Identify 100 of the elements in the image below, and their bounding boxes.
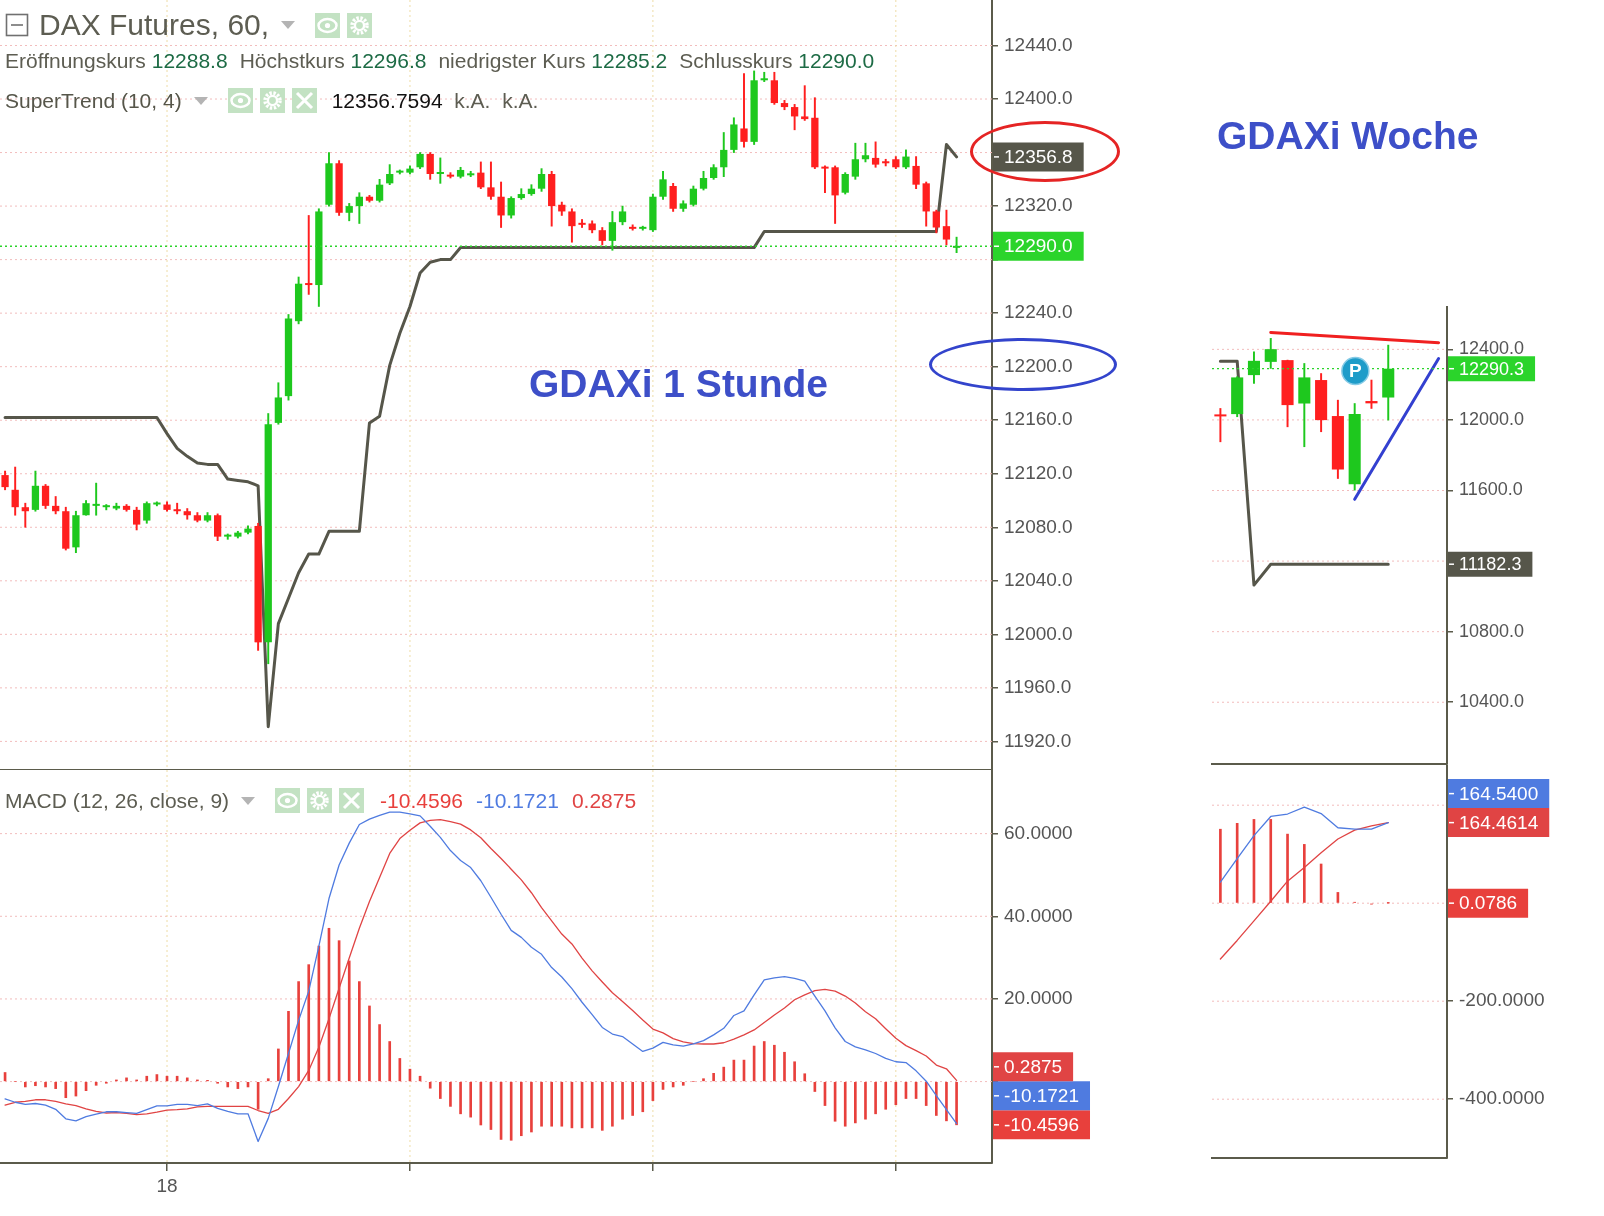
y-tick-label: 12120.0	[1004, 461, 1073, 483]
text: 11182.3	[1459, 554, 1522, 575]
bar	[287, 1011, 290, 1082]
bar	[773, 1044, 776, 1082]
bar	[277, 1048, 280, 1082]
bar	[793, 1061, 796, 1082]
bar	[621, 1082, 624, 1120]
bar	[368, 1005, 371, 1082]
candlestick	[801, 85, 809, 121]
chart-title: GDAXi Woche	[1217, 114, 1479, 158]
text: SuperTrend (10, 4)	[5, 88, 182, 113]
y-tick-label: 12040.0	[1004, 569, 1073, 591]
candlestick	[821, 165, 829, 194]
bar	[1286, 833, 1289, 903]
bar	[924, 1082, 928, 1106]
bar	[874, 1082, 877, 1115]
bar	[935, 1082, 938, 1116]
text: 164.4614	[1459, 811, 1539, 833]
bar	[439, 1082, 442, 1099]
annotation: -10.1721	[476, 788, 559, 813]
y-tick-label: 10800.0	[1459, 620, 1525, 641]
bar	[125, 1077, 128, 1082]
annotation: -10.4596	[380, 788, 463, 813]
y-tick-label: 12200.0	[1004, 354, 1073, 376]
bar	[560, 1082, 564, 1127]
text: 164.5400	[1459, 782, 1539, 804]
annotation: P	[1349, 360, 1363, 382]
bar	[945, 1082, 948, 1122]
candlestick	[1214, 408, 1227, 443]
y-tick-label: 40.0000	[1004, 904, 1073, 926]
bar	[185, 1077, 189, 1082]
y-tick-label: 10400.0	[1459, 691, 1525, 712]
bar	[722, 1066, 726, 1082]
bar	[519, 1082, 523, 1137]
y-tick-label: 12400.0	[1459, 338, 1525, 359]
bar	[388, 1041, 392, 1082]
bar	[34, 1082, 37, 1087]
bar	[226, 1082, 230, 1088]
annotation: 12356.7594 k.A. k.A.	[331, 88, 539, 112]
bar	[864, 1082, 867, 1120]
bar	[783, 1051, 786, 1082]
bar	[762, 1041, 766, 1082]
bar	[297, 981, 300, 1082]
bar	[631, 1082, 634, 1116]
bar	[641, 1082, 645, 1113]
annotation: 0.2875	[571, 788, 637, 813]
bar	[459, 1082, 462, 1115]
text: -10.4596	[1004, 1114, 1080, 1136]
bar	[428, 1082, 432, 1089]
y-tick-label: 11920.0	[1004, 729, 1072, 751]
bar	[44, 1082, 47, 1088]
y-tick-label: -200.0000	[1459, 989, 1545, 1011]
bar	[803, 1073, 807, 1082]
text: Eröffnungskurs 12288.8 Höchstkurs 12296.8 niedrigster Kurs 12285.2 Schlusskurs 12290.0	[5, 49, 875, 72]
bar	[469, 1082, 473, 1118]
bar	[550, 1082, 553, 1127]
bar	[712, 1072, 715, 1082]
text: 0.2875	[1004, 1056, 1063, 1078]
annotation: GDAXi 1 Stunde	[529, 362, 829, 406]
y-tick-label: 12400.0	[1004, 87, 1073, 109]
text: MACD (12, 26, close, 9)	[5, 788, 230, 813]
candlestick	[1365, 379, 1378, 409]
ref-line-label: 12290.0	[1004, 235, 1073, 257]
text: 12356.8	[1004, 146, 1073, 168]
y-tick-label: 20.0000	[1004, 987, 1073, 1009]
bar	[449, 1082, 452, 1107]
y-tick-label: -400.0000	[1459, 1087, 1545, 1109]
bar	[1235, 823, 1239, 903]
bar	[23, 1082, 27, 1088]
bar	[358, 981, 361, 1082]
ref-line-label: 12290.3	[1459, 358, 1525, 379]
bar	[307, 964, 311, 1082]
bar	[854, 1082, 857, 1124]
bar	[843, 1082, 847, 1127]
chart-title: DAX Futures, 60,	[39, 8, 270, 42]
bar	[145, 1075, 149, 1082]
text: -10.1721	[1004, 1085, 1080, 1107]
y-tick-label: 12320.0	[1004, 194, 1073, 216]
bar	[54, 1082, 57, 1089]
bar	[1302, 844, 1306, 903]
bar	[681, 1082, 685, 1086]
y-tick-label: 12000.0	[1004, 622, 1073, 644]
candlestick	[305, 215, 313, 295]
bar	[266, 1078, 270, 1082]
bar	[509, 1082, 513, 1141]
bar	[540, 1082, 543, 1127]
bar	[1219, 828, 1222, 903]
y-tick-label: 60.0000	[1004, 821, 1073, 843]
bar	[64, 1082, 68, 1099]
bar	[347, 960, 351, 1082]
y-tick-label: 12440.0	[1004, 33, 1073, 55]
y-tick-label: 12240.0	[1004, 301, 1073, 323]
bar	[530, 1082, 533, 1133]
bar	[884, 1082, 888, 1110]
y-tick-label: 12160.0	[1004, 408, 1073, 430]
x-tick-label: 18	[156, 1174, 178, 1196]
bar	[378, 1024, 381, 1082]
bar	[702, 1078, 705, 1082]
candlestick	[92, 482, 100, 516]
y-tick-label: 11600.0	[1459, 479, 1523, 500]
